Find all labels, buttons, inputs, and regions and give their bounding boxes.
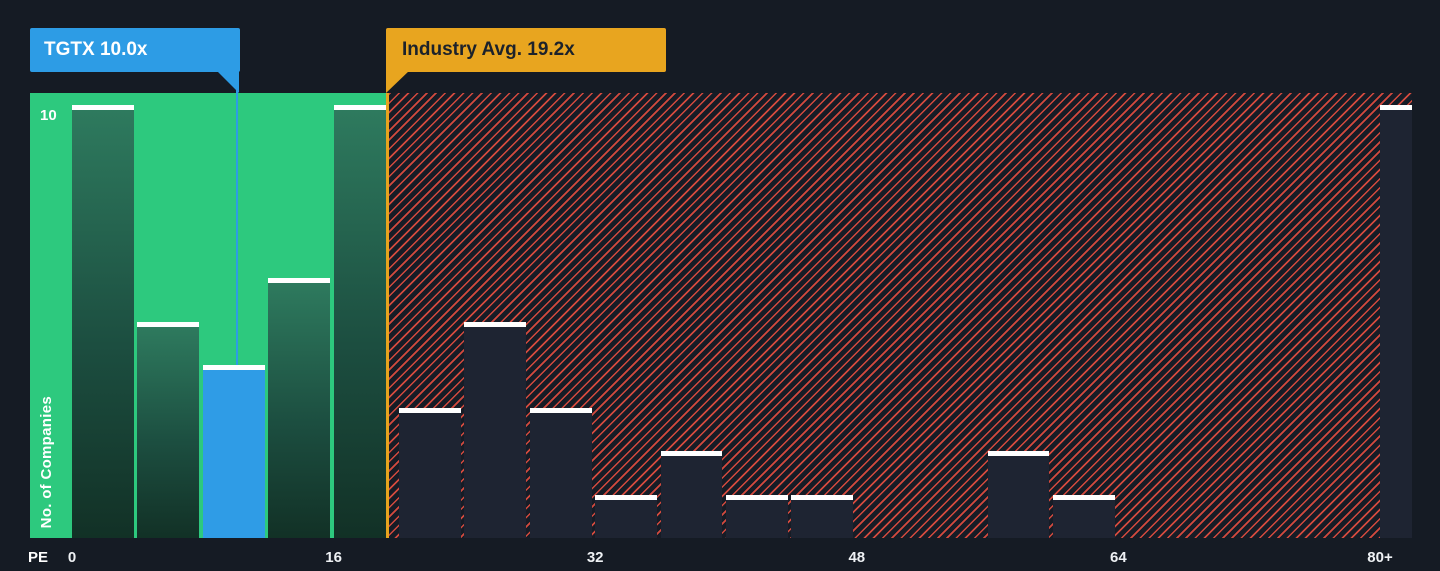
x-tick-48: 48 — [848, 549, 866, 566]
industry-avg-callout-label: Industry Avg. 19.2x — [402, 39, 575, 60]
bar-pe-60-64[interactable] — [1053, 494, 1115, 538]
below-average-zone: 10 No. of Companies — [30, 93, 386, 538]
bar-pe-0-4[interactable] — [72, 105, 134, 538]
x-axis: PE 0 16 32 48 64 80+ — [28, 549, 1430, 571]
industry-average-line — [386, 93, 389, 538]
tgtx-callout-pointer — [216, 70, 239, 93]
tgtx-callout: TGTX 10.0x — [30, 28, 240, 72]
bar-pe-4-8[interactable] — [137, 321, 200, 538]
bar-pe-8-12[interactable] — [202, 364, 265, 538]
bar-pe-36-40[interactable] — [660, 451, 723, 538]
x-axis-label: PE — [28, 549, 49, 566]
bar-pe-40-44[interactable] — [726, 494, 788, 538]
x-tick-16: 16 — [325, 549, 342, 566]
above-average-zone — [389, 93, 1412, 538]
industry-avg-callout-pointer — [386, 70, 410, 93]
tgtx-marker-line — [235, 90, 238, 365]
bar-pe-12-16[interactable] — [268, 278, 331, 538]
bar-pe-44-48[interactable] — [791, 494, 854, 538]
x-tick-80+: 80+ — [1367, 549, 1393, 566]
bar-pe-28-32[interactable] — [529, 408, 592, 538]
tgtx-callout-label: TGTX 10.0x — [44, 39, 148, 60]
bar-pe-56-60[interactable] — [987, 451, 1050, 538]
bar-pe-32-36[interactable] — [595, 494, 658, 538]
bar-pe-80+[interactable] — [1380, 105, 1412, 538]
y-axis-max-label: 10 — [40, 107, 57, 124]
bar-pe-20-24[interactable] — [399, 408, 461, 538]
x-tick-32: 32 — [586, 549, 604, 566]
industry-avg-callout: Industry Avg. 19.2x — [386, 28, 666, 72]
bar-pe-16-20[interactable] — [333, 105, 386, 538]
y-axis-title: No. of Companies — [38, 395, 55, 528]
bar-pe-24-28[interactable] — [464, 321, 527, 538]
x-tick-64: 64 — [1110, 549, 1127, 566]
chart-plot-area: 10 No. of Companies — [30, 93, 1412, 538]
x-tick-0: 0 — [67, 549, 77, 566]
